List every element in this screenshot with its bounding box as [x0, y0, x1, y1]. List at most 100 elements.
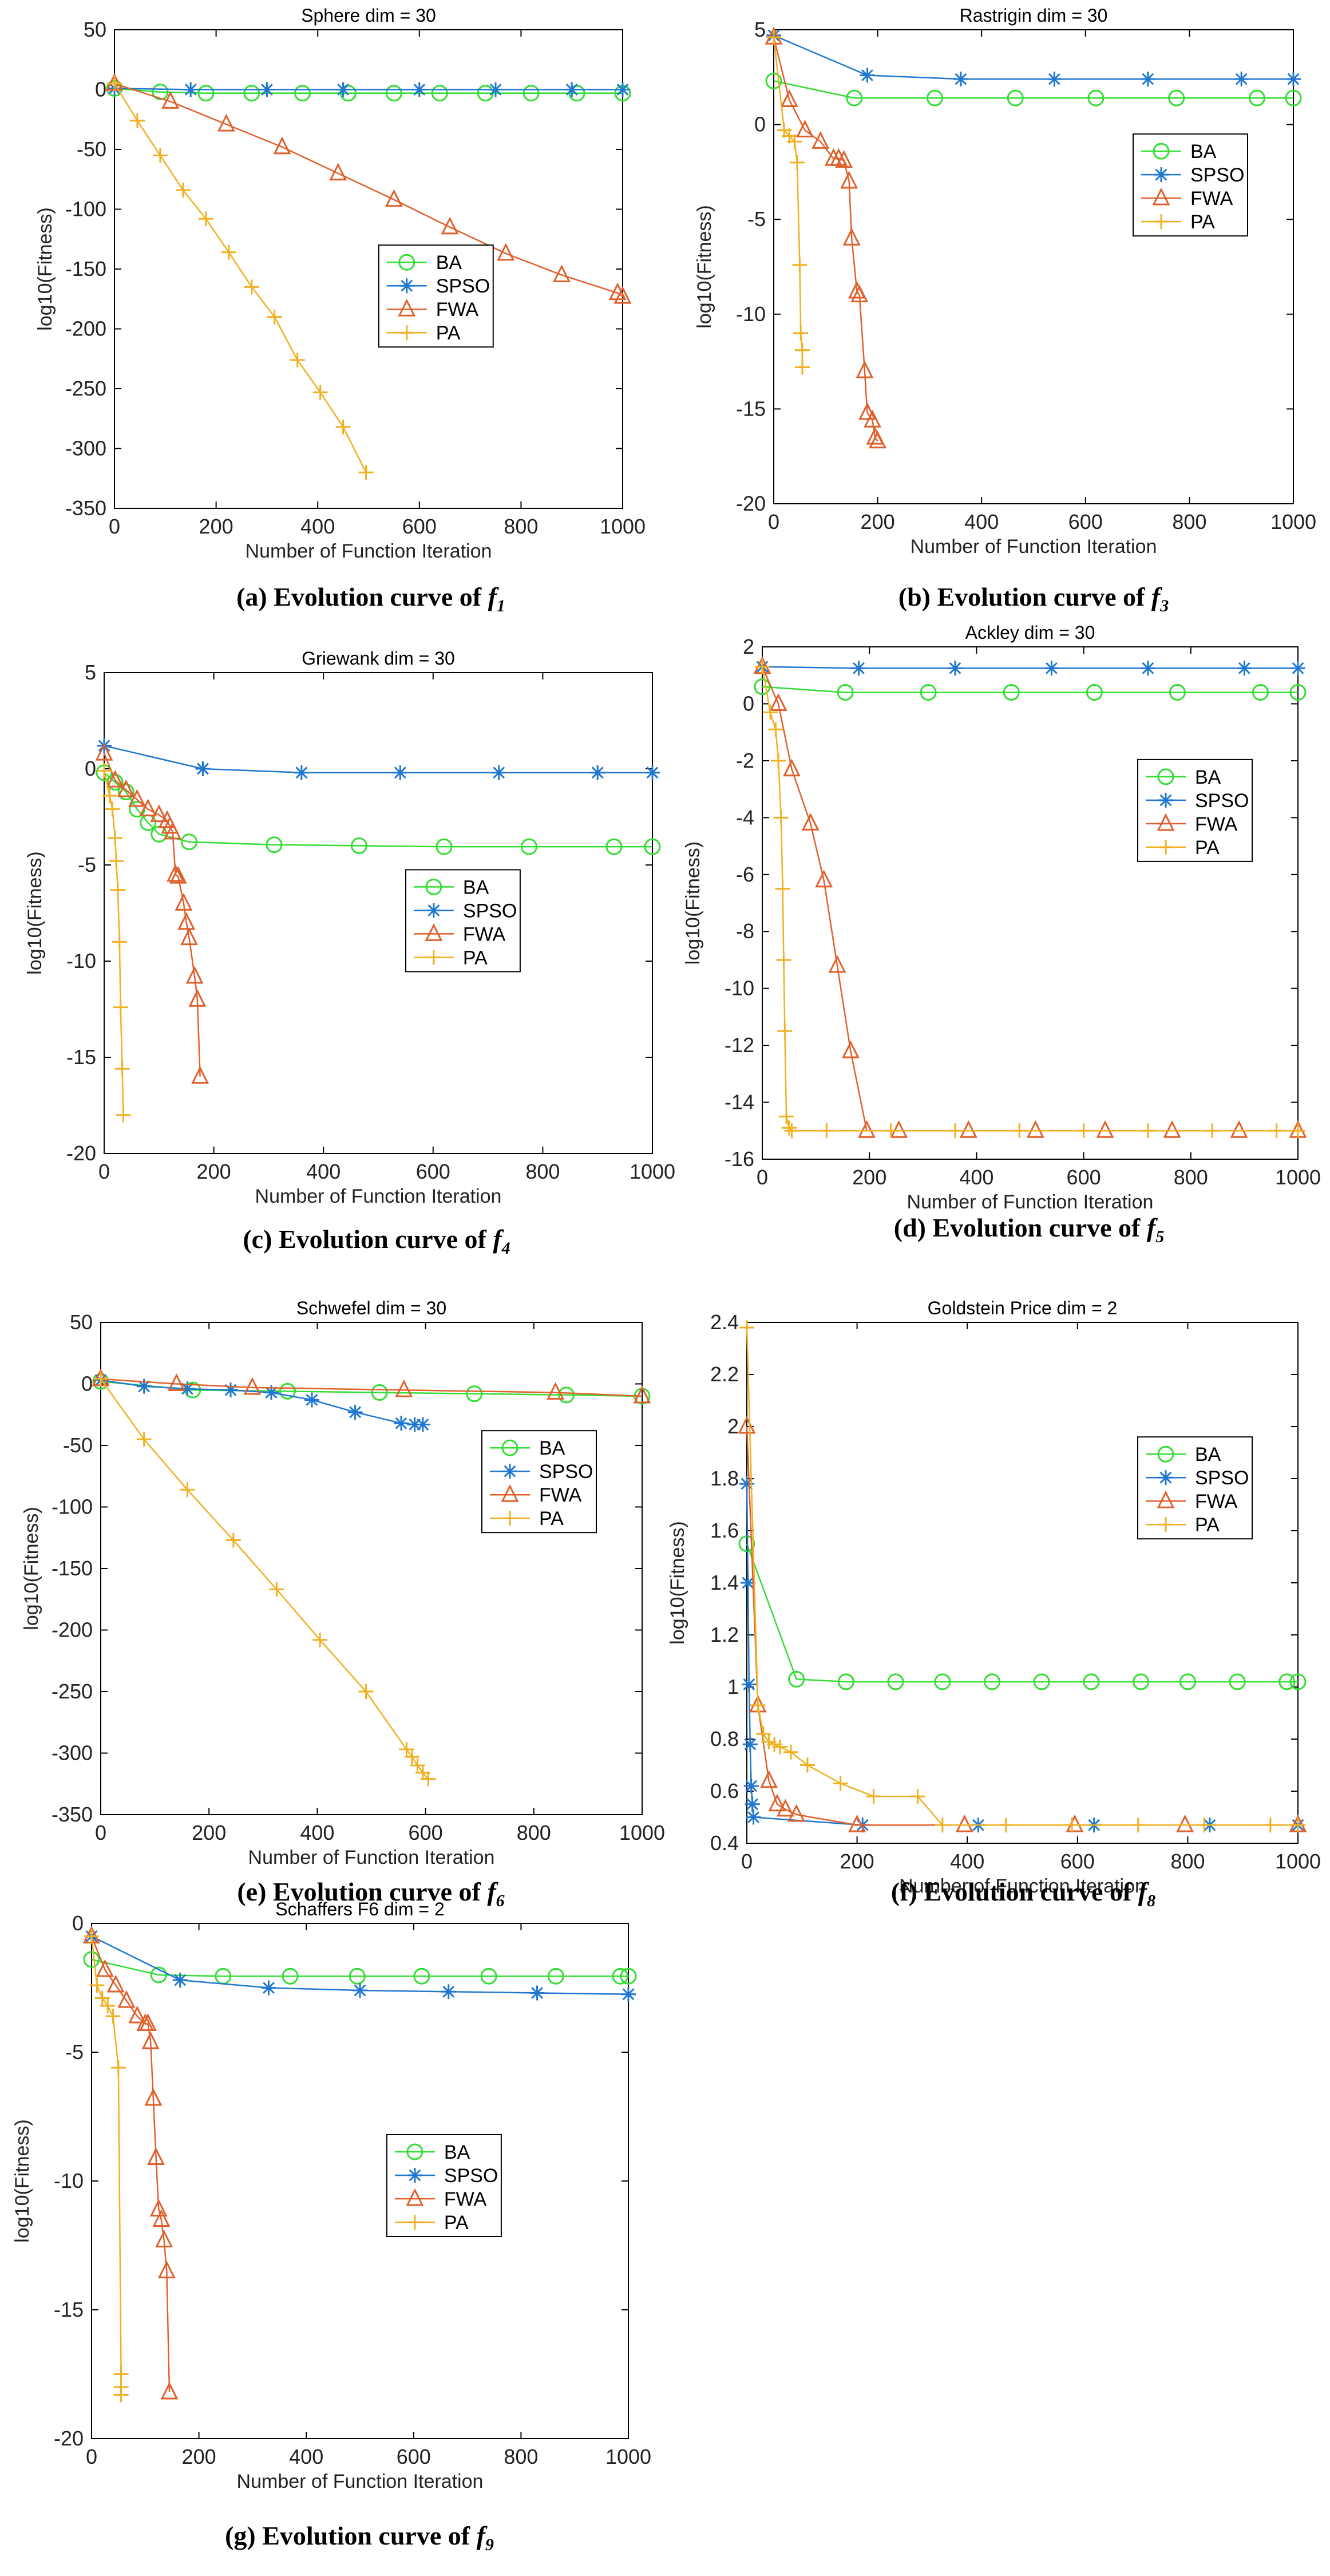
data-point-fwa [787, 1804, 806, 1822]
y-tick-label: 1.8 [710, 1467, 739, 1490]
legend-label: FWA [436, 299, 479, 321]
caption-text: Evolution curve of [279, 1224, 487, 1254]
legend-marker [426, 950, 441, 965]
data-point-fwa [139, 2013, 157, 2031]
data-point-spso [347, 1404, 363, 1420]
data-point-fwa [738, 1416, 756, 1434]
y-tick-label: -20 [66, 1141, 96, 1165]
legend-marker [502, 1511, 517, 1526]
legend-label: BA [1195, 767, 1221, 788]
data-point-pa [152, 148, 168, 163]
data-point-pa [755, 659, 770, 674]
x-tick-label: 1000 [1270, 510, 1316, 534]
data-point-spso [1234, 72, 1249, 87]
caption-subscript: 9 [485, 2535, 494, 2554]
series-line-pa [761, 666, 1298, 1132]
data-point-spso [172, 1973, 188, 1988]
data-point-pa [112, 934, 127, 950]
y-axis-label: log10(Fitness) [682, 841, 704, 965]
x-tick-label: 0 [109, 515, 120, 538]
legend-label: FWA [1195, 1491, 1238, 1512]
chart-title: Ackley dim = 30 [965, 622, 1095, 643]
caption-variable: f [493, 1224, 504, 1254]
y-tick-label: -50 [77, 137, 106, 161]
data-point-fwa [955, 1814, 973, 1832]
x-tick-label: 200 [852, 1165, 886, 1189]
caption-subscript: 1 [497, 596, 505, 615]
legend-entry-ba: BA [1146, 1444, 1221, 1465]
data-point-ba [522, 85, 540, 102]
caption-space [1131, 1877, 1138, 1906]
data-point-pa [358, 465, 374, 480]
data-point-pa [102, 788, 117, 804]
legend-marker [406, 2143, 423, 2160]
data-point-fwa [633, 1385, 651, 1404]
data-point-fwa [815, 870, 833, 888]
data-point-ba [612, 1967, 629, 1985]
data-point-spso [645, 765, 660, 780]
series-fwa [95, 742, 209, 1084]
legend-marker [1157, 1490, 1175, 1508]
chart-panel-e: Schwefel dim = 30 0 200 400 600 800 1000 50 0 -50… [21, 1298, 665, 1868]
x-tick-label: 0 [98, 1160, 110, 1183]
x-axis-label: Number of Function Iteration [246, 540, 492, 562]
data-point-ba [279, 1382, 296, 1400]
x-tick-label: 400 [300, 1821, 334, 1844]
data-point-fwa [780, 89, 798, 108]
data-point-spso [393, 765, 408, 780]
data-point-fwa [395, 1379, 413, 1397]
data-point-pa [998, 1818, 1014, 1833]
data-point-spso [1140, 661, 1155, 676]
data-point-spso [415, 1417, 430, 1432]
data-point-spso [1291, 661, 1305, 676]
series-fwa [92, 1368, 651, 1404]
series-spso [755, 659, 1305, 676]
data-point-pa [935, 1818, 950, 1833]
caption-space [486, 1224, 493, 1254]
figure-caption-c: (c) Evolution curve of f4 [243, 1224, 510, 1258]
data-point-ba [568, 85, 585, 102]
y-tick-label: -250 [52, 1680, 93, 1703]
y-tick-label: -10 [725, 977, 754, 1000]
data-point-fwa [760, 1770, 778, 1788]
data-point-pa [777, 1024, 793, 1039]
y-axis-label: log10(Fitness) [11, 2119, 33, 2242]
data-point-fwa [164, 821, 182, 840]
data-point-pa [114, 1061, 130, 1077]
data-point-pa [1130, 1818, 1146, 1833]
caption-variable: f [1147, 1213, 1158, 1242]
data-point-ba [644, 838, 661, 855]
data-point-fwa [776, 1799, 794, 1817]
data-point-fwa [96, 1959, 114, 1977]
data-point-spso [263, 1385, 279, 1400]
x-tick-label: 1000 [605, 2445, 651, 2468]
plot-axes-box [100, 1322, 643, 1815]
plot-axes-box [91, 1923, 629, 2439]
data-point-spso [740, 1575, 755, 1590]
data-point-fwa [188, 989, 207, 1007]
data-point-pa [84, 1929, 99, 1944]
caption-subscript: 6 [496, 1891, 505, 1910]
legend-marker [502, 1464, 517, 1479]
y-tick-label: 1.4 [710, 1571, 739, 1594]
chart-panel-a: Sphere dim = 30 0 200 400 600 800 1000 50 0 -50 -1… [34, 5, 646, 562]
y-tick-label: 0 [95, 78, 106, 101]
x-tick-label: 400 [289, 2445, 323, 2468]
series-line-fwa [114, 82, 623, 298]
legend-entry-ba: BA [1146, 767, 1221, 788]
series-fwa [105, 73, 632, 304]
legend-label: FWA [444, 2188, 487, 2210]
legend-label: BA [436, 252, 462, 274]
series-pa [84, 1929, 129, 2403]
x-axis-label: Number of Function Iteration [911, 536, 1157, 558]
y-tick-label: -350 [52, 1803, 93, 1826]
series-line-pa [746, 1327, 1298, 1826]
data-point-spso [1237, 661, 1252, 676]
y-tick-label: 0.6 [710, 1779, 739, 1803]
data-point-fwa [796, 120, 814, 138]
data-point-fwa [273, 136, 291, 155]
y-tick-label: -300 [65, 437, 106, 460]
series-line-pa [113, 83, 367, 473]
x-tick-label: 600 [397, 2445, 431, 2468]
